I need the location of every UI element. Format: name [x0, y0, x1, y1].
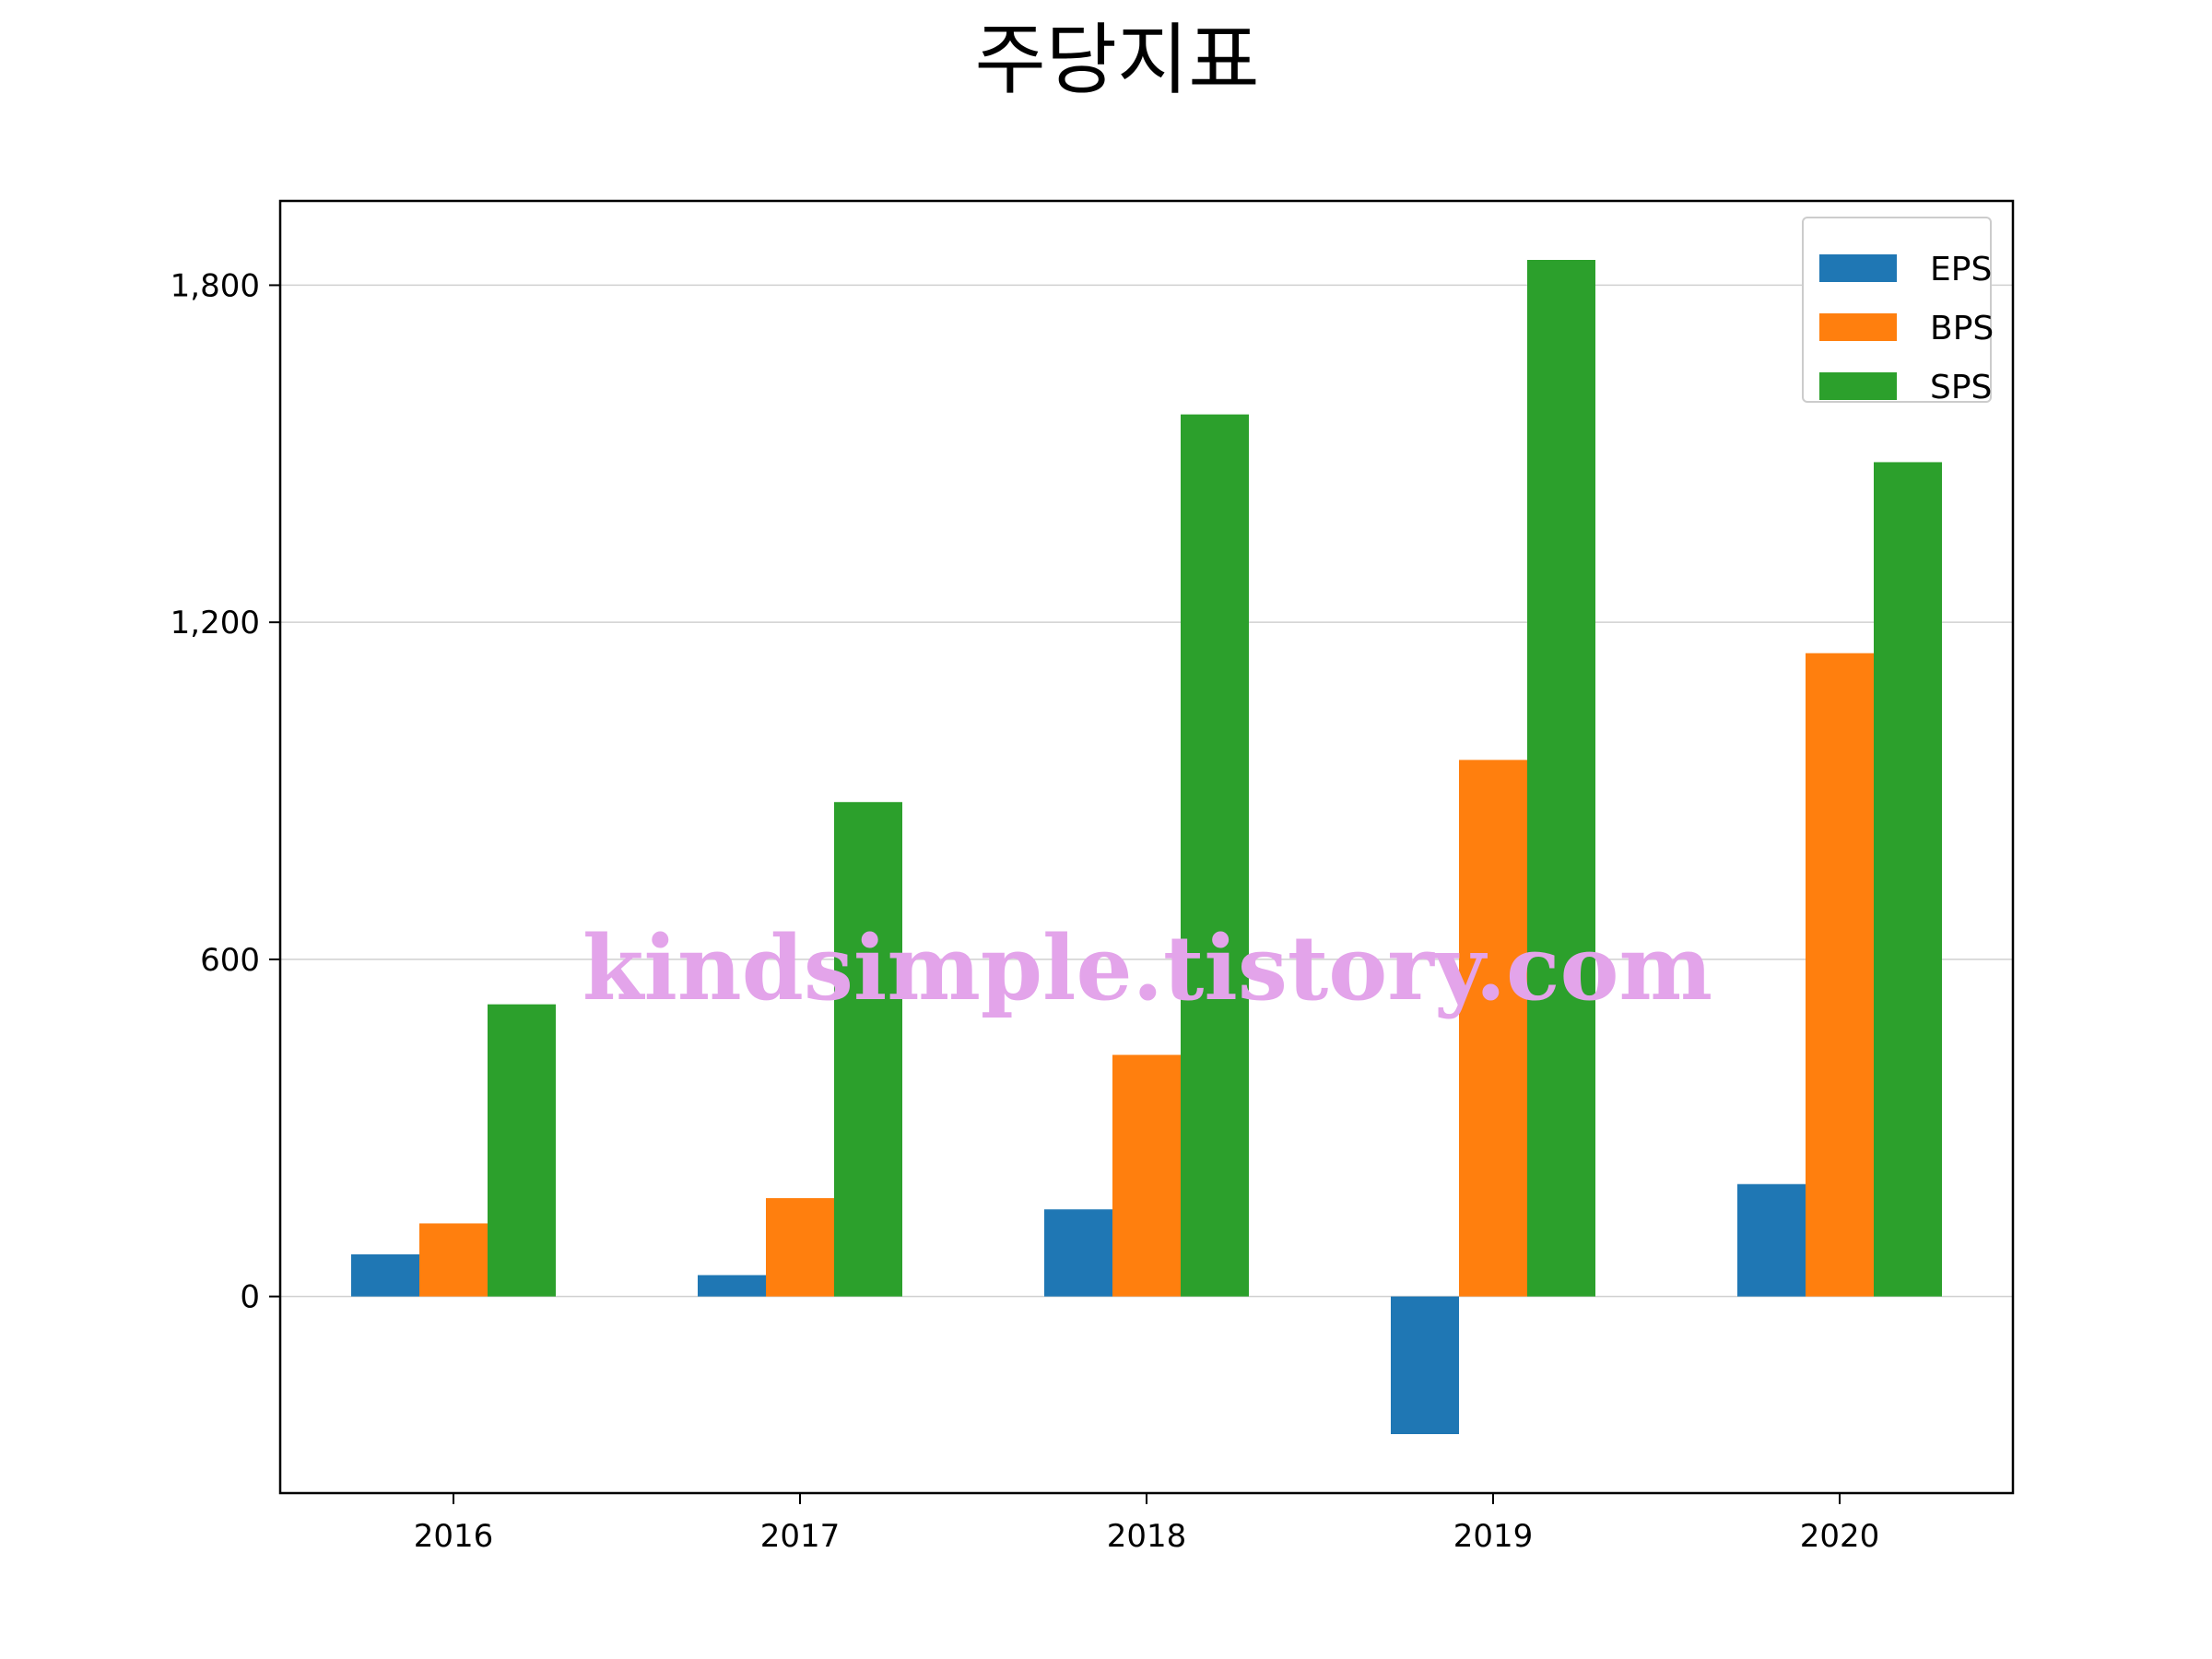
y-axis: 0 600 1,200 1,800: [171, 267, 280, 1316]
x-tick-label: 2019: [1453, 1518, 1534, 1555]
bar-sps-2017: [834, 802, 902, 1297]
bar-bps-2020: [1806, 653, 1874, 1297]
legend-label-bps: BPS: [1930, 310, 1994, 347]
bar-sps-2020: [1874, 462, 1942, 1297]
bar-eps-2020: [1737, 1183, 1806, 1297]
legend-label-eps: EPS: [1930, 251, 1992, 288]
x-tick-label: 2017: [760, 1518, 841, 1555]
y-tick-label: 0: [240, 1279, 260, 1316]
bar-sps-2018: [1181, 414, 1249, 1297]
bar-sps-2016: [488, 1004, 556, 1297]
y-tick-label: 600: [200, 942, 260, 979]
legend-swatch-bps: [1819, 313, 1897, 341]
bar-bps-2016: [419, 1223, 488, 1297]
bar-bps-2019: [1459, 759, 1527, 1297]
bar-sps-2019: [1527, 260, 1595, 1297]
x-tick-label: 2016: [414, 1518, 494, 1555]
bar-bps-2017: [766, 1197, 834, 1297]
x-tick-label: 2020: [1800, 1518, 1880, 1555]
legend-label-sps: SPS: [1930, 369, 1992, 406]
watermark: kindsimple.tistory.com: [582, 916, 1712, 1020]
legend-swatch-eps: [1819, 254, 1897, 282]
bar-eps-2016: [351, 1253, 419, 1297]
bar-eps-2018: [1044, 1209, 1112, 1297]
y-tick-label: 1,800: [171, 267, 260, 304]
bar-eps-2017: [698, 1275, 766, 1297]
plot-frame: [278, 199, 2015, 1495]
legend: EPS BPS SPS: [1802, 217, 1994, 406]
x-tick-label: 2018: [1107, 1518, 1187, 1555]
legend-swatch-sps: [1819, 372, 1897, 400]
x-axis: 2016 2017 2018 2019 2020: [414, 1493, 1880, 1555]
y-tick-label: 1,200: [171, 605, 260, 641]
bar-bps-2018: [1112, 1054, 1181, 1297]
bars: [351, 260, 1942, 1434]
chart-title: 주당지표: [974, 15, 1259, 105]
bar-eps-2019: [1391, 1296, 1459, 1434]
